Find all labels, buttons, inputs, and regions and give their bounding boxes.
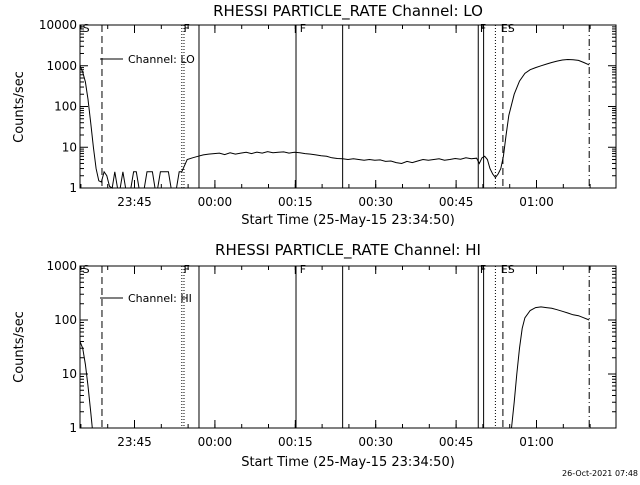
y-tick-label: 10 xyxy=(62,140,77,154)
legend-label: Channel: LO xyxy=(128,53,195,66)
y-tick-label: 1000 xyxy=(46,59,77,73)
y-tick-label: 1 xyxy=(69,181,77,195)
chart-title: RHESSI PARTICLE_RATE Channel: HI xyxy=(215,241,481,260)
y-tick-label: 10 xyxy=(62,367,77,381)
x-tick-label: 00:45 xyxy=(439,195,474,209)
plot-frame xyxy=(79,265,617,429)
event-flag-label: S xyxy=(83,263,90,276)
x-tick-label: 00:30 xyxy=(358,435,393,449)
y-tick-label: 1000 xyxy=(46,259,77,273)
event-flag-label: F xyxy=(300,263,306,276)
y-tick-label: 10000 xyxy=(39,18,77,32)
y-tick-label: 1 xyxy=(69,421,77,435)
y-axis-label: Counts/sec xyxy=(12,71,27,143)
event-flag-label: F xyxy=(183,263,189,276)
timestamp: 26-Oct-2021 07:48 xyxy=(562,469,638,478)
chart-title: RHESSI PARTICLE_RATE Channel: LO xyxy=(213,2,483,21)
event-flag-label: S xyxy=(83,22,90,35)
x-tick-label: 00:15 xyxy=(278,435,313,449)
x-tick-label: 00:00 xyxy=(198,195,233,209)
x-tick-label: 01:00 xyxy=(519,195,554,209)
y-tick-label: 100 xyxy=(54,313,77,327)
panel-channel-hi: RHESSI PARTICLE_RATE Channel: HI Counts/… xyxy=(12,241,617,470)
x-tick-label: 23:45 xyxy=(117,195,152,209)
x-tick-label: 23:45 xyxy=(117,435,152,449)
event-flag-label: F xyxy=(480,22,486,35)
y-axis-label: Counts/sec xyxy=(12,311,27,383)
x-tick-label: 00:00 xyxy=(198,435,233,449)
x-axis-label: Start Time (25-May-15 23:34:50) xyxy=(241,213,455,228)
y-tick-label: 100 xyxy=(54,100,77,114)
event-flag-label: ES xyxy=(501,263,515,276)
event-flag-label: F xyxy=(300,22,306,35)
x-tick-label: 00:15 xyxy=(278,195,313,209)
event-flag-label: F xyxy=(480,263,486,276)
x-tick-label: 01:00 xyxy=(519,435,554,449)
event-flag-label: ES xyxy=(501,22,515,35)
series-line xyxy=(79,341,93,429)
panel-channel-lo: RHESSI PARTICLE_RATE Channel: LO Counts/… xyxy=(12,2,617,228)
x-tick-label: 00:45 xyxy=(439,435,474,449)
series-line xyxy=(511,306,590,429)
legend-label: Channel: HI xyxy=(128,292,192,305)
x-tick-label: 00:30 xyxy=(358,195,393,209)
event-flag-label: F xyxy=(183,22,189,35)
series-line xyxy=(79,58,590,189)
x-axis-label: Start Time (25-May-15 23:34:50) xyxy=(241,455,455,470)
plot-frame xyxy=(79,24,617,189)
